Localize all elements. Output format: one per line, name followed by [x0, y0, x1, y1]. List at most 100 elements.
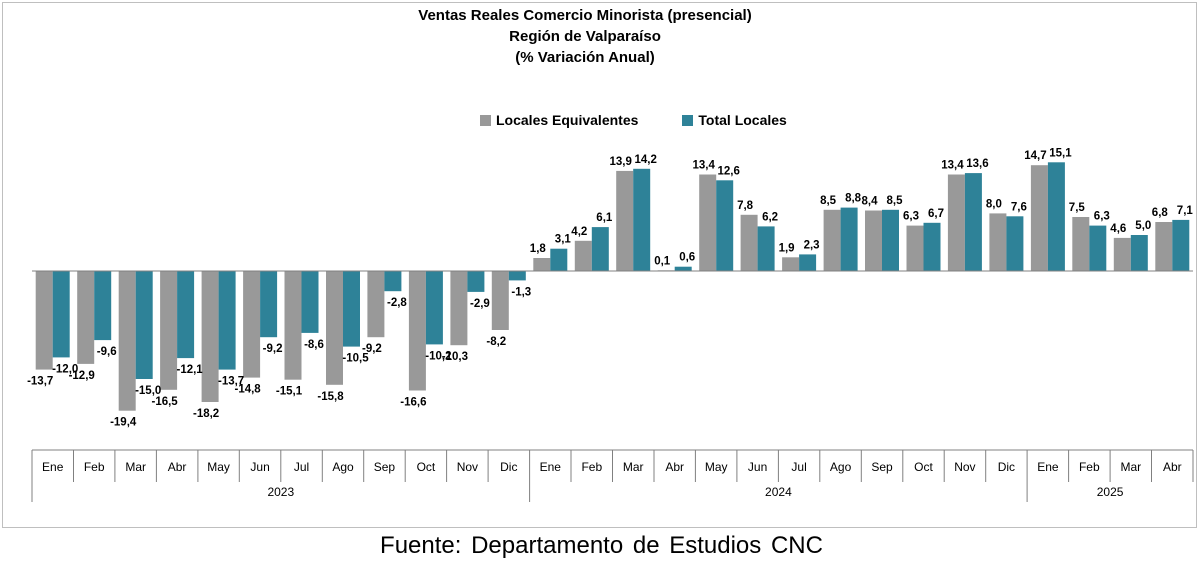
legend-label: Total Locales [698, 112, 787, 128]
data-label: 6,7 [928, 208, 944, 220]
data-label: 4,2 [571, 226, 587, 238]
chart-title-block: Ventas Reales Comercio Minorista (presen… [0, 5, 1170, 68]
data-label: -13,7 [218, 376, 244, 388]
data-label: 13,6 [966, 158, 988, 170]
category-label: Nov [457, 460, 478, 474]
bar-total-locales [343, 271, 360, 347]
bar-total-locales [177, 271, 195, 359]
data-label: -10,5 [342, 353, 369, 365]
data-label: -16,6 [400, 397, 426, 409]
category-label: Sep [871, 460, 893, 474]
legend-label: Locales Equivalentes [496, 112, 639, 128]
data-label: -15,8 [317, 391, 344, 403]
data-label: -12,1 [176, 364, 203, 376]
data-label: 7,8 [737, 200, 754, 212]
data-labels-layer: -13,7-12,0-12,9-9,6-19,4-15,0-16,5-12,1-… [27, 147, 1193, 428]
data-label: -9,2 [263, 343, 283, 355]
bar-total-locales [52, 271, 70, 358]
data-label: -8,2 [486, 336, 506, 348]
bar-locales-equivalentes [533, 258, 551, 271]
data-label: 6,2 [762, 211, 778, 223]
data-label: 7,5 [1069, 202, 1086, 214]
data-label: 6,1 [596, 212, 613, 224]
bar-locales-equivalentes [367, 271, 385, 338]
category-label: Jul [791, 460, 806, 474]
bar-locales-equivalentes [284, 271, 302, 380]
bar-locales-equivalentes [906, 225, 924, 271]
data-label: -2,9 [470, 298, 490, 310]
bar-locales-equivalentes [35, 271, 53, 370]
data-label: 0,6 [679, 252, 695, 264]
data-label: 0,1 [654, 255, 671, 267]
bar-locales-equivalentes [243, 271, 261, 378]
data-label: 6,8 [1152, 207, 1169, 219]
chart-legend: Locales Equivalentes Total Locales [480, 112, 831, 128]
data-label: 13,4 [941, 160, 964, 172]
year-label: 2023 [267, 485, 294, 499]
data-label: 13,9 [610, 156, 632, 168]
category-label: Ago [332, 460, 354, 474]
data-label: 7,1 [1177, 205, 1194, 217]
category-label: Mar [623, 460, 644, 474]
data-label: 8,4 [862, 196, 879, 208]
bars-layer [35, 162, 1190, 411]
category-label: Abr [665, 460, 684, 474]
data-label: 8,0 [986, 198, 1002, 210]
data-label: 15,1 [1049, 147, 1072, 159]
category-label: Dic [500, 460, 517, 474]
bar-total-locales [1172, 219, 1190, 271]
year-label: 2024 [765, 485, 792, 499]
data-label: -1,3 [511, 286, 531, 298]
source-note: Fuente: Departamento de Estudios CNC [380, 532, 823, 559]
data-label: -10,3 [442, 351, 468, 363]
bar-chart: -13,7-12,0-12,9-9,6-19,4-15,0-16,5-12,1-… [27, 147, 1194, 502]
bar-locales-equivalentes [77, 271, 95, 364]
bar-total-locales [218, 271, 236, 370]
data-label: -19,4 [110, 417, 137, 429]
data-label: -12,9 [69, 370, 95, 382]
bar-locales-equivalentes [574, 240, 592, 271]
category-label: Jun [250, 460, 269, 474]
bar-total-locales [1130, 235, 1148, 271]
data-label: -8,6 [304, 339, 324, 351]
bar-total-locales [1089, 225, 1107, 271]
category-label: Oct [914, 460, 933, 474]
data-label: -14,8 [234, 384, 261, 396]
data-label: -12,0 [52, 363, 78, 375]
category-label: Dic [998, 460, 1015, 474]
bar-total-locales [384, 271, 402, 292]
category-label: May [207, 460, 230, 474]
bar-locales-equivalentes [118, 271, 136, 411]
bar-total-locales [840, 207, 858, 271]
category-label: Feb [1079, 460, 1100, 474]
bar-locales-equivalentes [326, 271, 343, 385]
bar-locales-equivalentes [989, 213, 1007, 271]
bar-total-locales [135, 271, 153, 379]
bar-total-locales [799, 254, 817, 271]
legend-item-locales-equivalentes: Locales Equivalentes [480, 112, 638, 128]
bar-total-locales [1006, 216, 1024, 271]
legend-swatch-teal [682, 114, 694, 126]
data-label: 8,8 [845, 193, 862, 205]
category-label: Ene [42, 460, 64, 474]
data-label: -16,5 [151, 396, 178, 408]
category-label: Jun [748, 460, 767, 474]
data-label: 2,3 [804, 239, 820, 251]
bar-total-locales [94, 271, 112, 341]
category-label: Oct [417, 460, 436, 474]
bar-total-locales [591, 227, 609, 271]
category-label: Sep [374, 460, 396, 474]
bar-total-locales [260, 271, 278, 338]
bar-total-locales [467, 271, 485, 292]
data-label: 8,5 [820, 195, 837, 207]
bar-total-locales [716, 180, 734, 271]
bar-total-locales [674, 266, 692, 271]
bar-total-locales [301, 271, 319, 333]
data-label: 7,6 [1011, 201, 1027, 213]
bar-locales-equivalentes [699, 174, 717, 271]
bar-total-locales [425, 271, 443, 345]
bar-total-locales [757, 226, 775, 271]
bar-locales-equivalentes [450, 271, 468, 346]
bar-total-locales [923, 222, 941, 271]
chart-title: Ventas Reales Comercio Minorista (presen… [418, 7, 752, 24]
